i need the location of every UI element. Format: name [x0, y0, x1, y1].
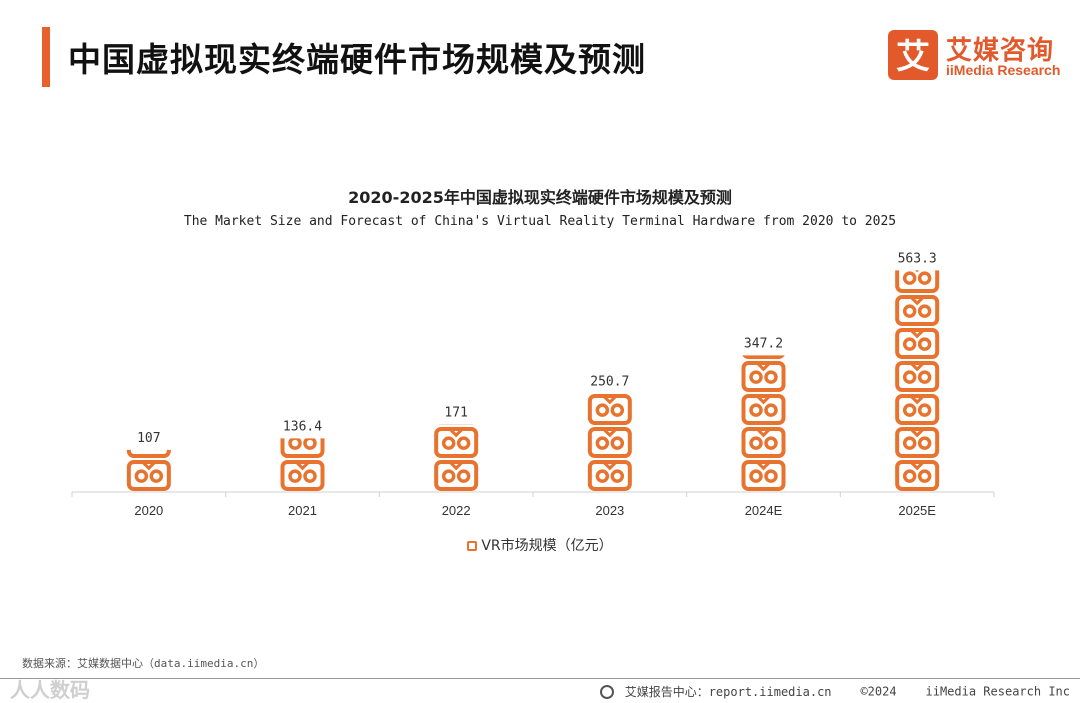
logo-text-en: iiMedia Research: [946, 62, 1061, 78]
globe-icon: [600, 684, 615, 699]
chart-legend: VR市场规模（亿元）: [0, 535, 1080, 555]
footer-bar: 艾媒报告中心：report.iimedia.cn ©2024 iiMedia R…: [600, 683, 1070, 700]
data-source: 数据来源：艾媒数据中心（data.iimedia.cn）: [22, 657, 265, 670]
data-label-2022: 171: [444, 406, 467, 421]
iimedia-logo: 艾 艾媒咨询 iiMedia Research: [888, 30, 1068, 82]
x-tick-label-2024E: 2024E: [745, 503, 783, 518]
bar-2025E: [895, 270, 940, 491]
data-label-2020: 107: [137, 431, 160, 446]
watermark: 人人数码: [10, 678, 90, 702]
data-label-2021: 136.4: [283, 419, 322, 434]
legend-vr-icon: [467, 541, 478, 551]
bar-2021: [280, 438, 325, 491]
legend-label: VR市场规模（亿元）: [481, 538, 613, 554]
data-label-2025E: 563.3: [898, 251, 937, 266]
svg-text:艾: 艾: [896, 37, 930, 77]
company-name: iiMedia Research Inc: [925, 684, 1071, 699]
chart-title: 2020-2025年中国虚拟现实终端硬件市场规模及预测: [348, 188, 732, 207]
chart-subtitle: The Market Size and Forecast of China's …: [183, 214, 897, 229]
footer-divider: [0, 678, 1080, 679]
page-title: 中国虚拟现实终端硬件市场规模及预测: [68, 40, 646, 79]
report-center-link[interactable]: 艾媒报告中心：report.iimedia.cn: [624, 685, 832, 699]
bar-2024E: [741, 355, 786, 491]
x-tick-label-2025E: 2025E: [898, 503, 936, 518]
bar-2022: [434, 424, 479, 491]
x-tick-label-2021: 2021: [288, 503, 317, 518]
logo-text-cn: 艾媒咨询: [946, 36, 1055, 66]
title-accent-bar: [42, 27, 50, 87]
data-label-2023: 250.7: [590, 374, 629, 389]
x-tick-label-2023: 2023: [595, 503, 624, 518]
copyright: ©2024: [860, 684, 897, 699]
bar-2020: [126, 449, 171, 491]
x-tick-label-2022: 2022: [442, 503, 471, 518]
x-tick-label-2020: 2020: [134, 503, 163, 518]
bar-2023: [587, 394, 632, 491]
data-label-2024E: 347.2: [744, 336, 783, 351]
logo-mark-icon: 艾: [888, 30, 938, 80]
